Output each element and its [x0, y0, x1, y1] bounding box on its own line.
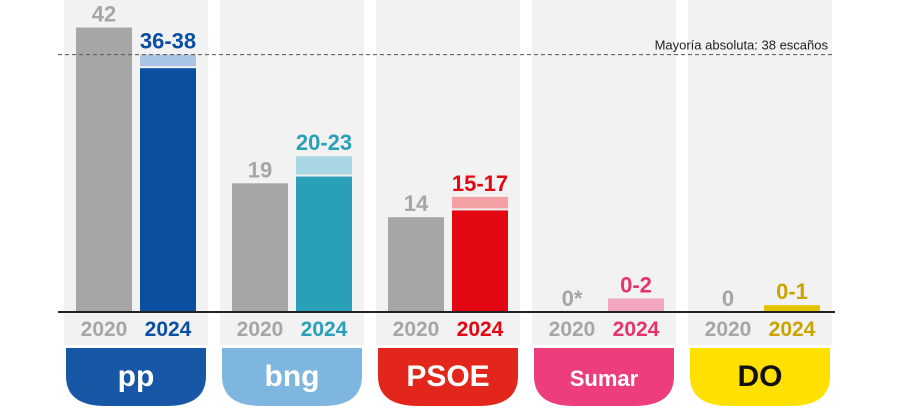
- value-label-2024-pp: 36-38: [140, 29, 196, 54]
- value-label-2024-bng: 20-23: [296, 130, 352, 155]
- bar-2024-range-PSOE: [452, 196, 508, 209]
- value-label-2020-Sumar: 0*: [562, 286, 583, 311]
- year-label-2020-pp: 2020: [81, 318, 128, 341]
- value-label-2024-Sumar: 0-2: [620, 272, 652, 297]
- year-label-2020-DO: 2020: [705, 318, 752, 341]
- bar-2024-range-pp: [140, 54, 196, 67]
- year-label-2020-bng: 2020: [237, 318, 284, 341]
- badge-PSOE: [378, 348, 518, 406]
- year-label-2024-pp: 2024: [145, 318, 192, 341]
- year-label-2024-PSOE: 2024: [457, 318, 504, 341]
- majority-annotation: Mayoría absoluta: 38 escaños: [655, 38, 829, 53]
- panel-DO: [688, 0, 832, 345]
- badge-label-Sumar: Sumar: [570, 366, 639, 391]
- bar-2024-range-DO: [764, 305, 820, 312]
- bar-2020-PSOE: [388, 217, 444, 312]
- bar-2024-pp: [140, 68, 196, 312]
- bar-2024-range-Sumar: [608, 298, 664, 312]
- panel-Sumar: [532, 0, 676, 345]
- badge-label-PSOE: PSOE: [406, 360, 489, 393]
- value-label-2020-PSOE: 14: [404, 191, 429, 216]
- year-label-2024-bng: 2024: [301, 318, 348, 341]
- bar-2024-PSOE: [452, 210, 508, 312]
- year-label-2024-DO: 2024: [769, 318, 816, 341]
- value-label-2020-pp: 42: [92, 2, 116, 27]
- bar-2024-bng: [296, 176, 352, 312]
- year-labels: 2020 2024 2020 2024 2020 2024 2020 2024 2020 2024: [81, 318, 816, 341]
- bar-2020-pp: [76, 27, 132, 313]
- year-label-2024-Sumar: 2024: [613, 318, 660, 341]
- value-labels: 42 36-38 19 20-23 14 15-17 0* 0-2 0 0-1: [92, 2, 808, 311]
- badge-DO: [690, 348, 830, 406]
- party-badges: pp bng PSOE Sumar DO: [66, 348, 830, 406]
- badge-bng: [222, 348, 362, 406]
- value-label-2020-bng: 19: [248, 157, 272, 182]
- badge-label-bng: bng: [265, 360, 320, 393]
- bar-2020-bng: [232, 183, 288, 312]
- badge-label-pp: pp: [118, 360, 155, 393]
- value-label-2024-DO: 0-1: [776, 279, 808, 304]
- year-label-2020-Sumar: 2020: [549, 318, 596, 341]
- bars: [76, 27, 820, 313]
- value-label-2020-DO: 0: [722, 286, 734, 311]
- year-label-2020-PSOE: 2020: [393, 318, 440, 341]
- badge-label-DO: DO: [738, 360, 783, 393]
- badge-Sumar: [534, 348, 674, 406]
- bar-2024-range-bng: [296, 156, 352, 175]
- value-label-2024-PSOE: 15-17: [452, 171, 508, 196]
- badge-pp: [66, 348, 206, 406]
